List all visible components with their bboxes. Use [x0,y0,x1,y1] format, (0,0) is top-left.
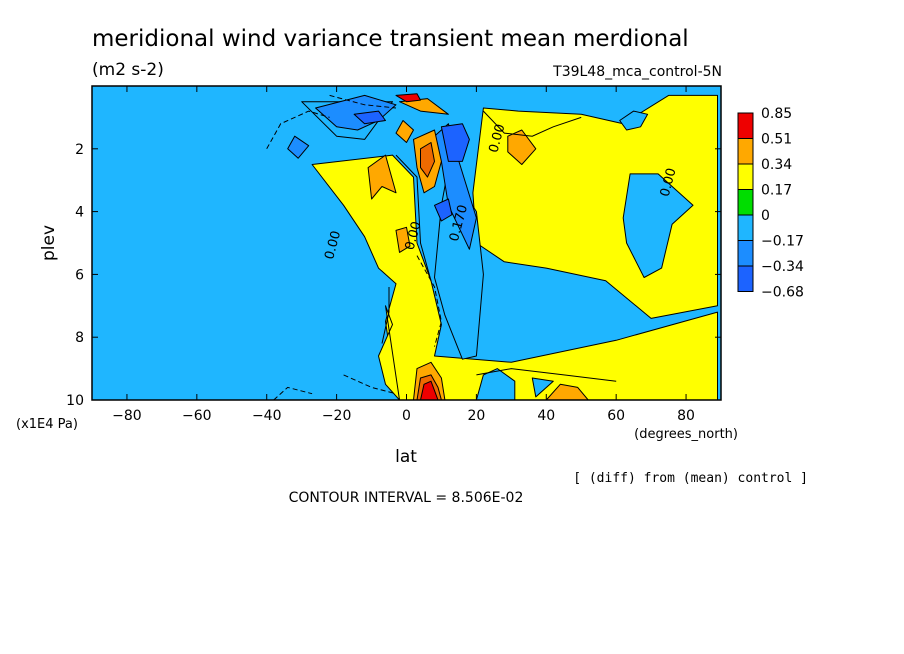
contour-region-neg-017 [475,368,516,400]
negative-contour-line [266,110,330,150]
contour-region-pos-085 [395,93,421,103]
negative-contour-line [329,94,397,109]
contour-region-pos-017 [311,154,718,400]
contour-region-neg-068 [353,110,386,125]
contour-region-pos-034 [507,129,537,165]
positive-contour-line [381,287,390,344]
contour-value-label: 0.00 [322,229,344,261]
contour-interval: CONTOUR INTERVAL = 8.506E-02 [289,490,524,506]
x-axis-units: (degrees_north) [634,427,738,442]
negative-contour-line [416,255,442,347]
negative-contour-line [273,386,313,400]
x-tick-label: 80 [677,408,695,424]
y-tick-label: 4 [75,205,84,221]
negative-contour-line [343,374,397,395]
run-label: T39L48_mca_control-5N [552,64,722,80]
contour-region-pos-085 [420,380,439,400]
legend-level-label: −0.68 [761,285,804,301]
legend-level-label: 0.34 [761,157,792,173]
y-tick-label: 6 [75,267,84,283]
y-tick-label: 8 [75,330,84,346]
contour-region-pos-051 [420,142,435,178]
contour-region-neg-068 [434,198,453,222]
x-tick-label: 60 [607,408,625,424]
legend-level-label: −0.34 [761,259,804,275]
x-tick-label: −80 [112,408,142,424]
legend-level-label: 0.51 [761,132,792,148]
contour-region-pos-034 [395,226,411,253]
contour-region-neg-068 [440,123,470,162]
contour-value-label: 0.00 [403,220,425,252]
x-tick-label: −60 [182,408,212,424]
contour-value-label: 0.00 [486,123,508,155]
x-tick-label: 0 [402,408,411,424]
x-axis-label: lat [395,447,417,467]
legend-level-label: −0.17 [761,234,804,250]
y-tick-label: 10 [66,393,84,409]
legend-swatch [737,265,754,292]
legend-level-label: 0.85 [761,106,792,122]
legend-swatch [737,214,754,241]
x-tick-label: 20 [467,408,485,424]
contour-region-pos-017 [378,305,400,400]
x-tick-label: −40 [252,408,282,424]
contour-region-neg-017 [622,173,694,278]
contour-region-pos-034 [395,120,414,143]
contour-region-neg-017 [531,377,554,398]
x-tick-label: −20 [322,408,352,424]
legend-level-label: 0 [761,208,770,224]
contour-region-pos-034 [367,154,397,200]
legend-swatch [737,138,754,165]
positive-contour-line [483,110,582,137]
legend-swatch [737,189,754,216]
color-legend: 0.85 0.51 0.34 0.17 0 −0.17 −0.34 −0.68 [737,106,804,301]
chart-title: meridional wind variance transient mean … [92,26,689,52]
contour-region-neg-017 [619,110,649,131]
contour-value-label: 0.00 [658,167,680,199]
positive-contour-line [395,154,432,281]
legend-swatch [737,112,754,139]
legend-swatch [737,240,754,267]
y-tick-label: 2 [75,142,84,158]
positive-contour-line [476,368,617,382]
legend-level-label: 0.17 [761,183,792,199]
y-axis-label: plev [39,225,59,261]
contour-region-pos-034 [545,383,589,400]
y-axis-units: (x1E4 Pa) [16,417,78,432]
units-label: (m2 s-2) [92,60,164,80]
x-tick-label: 40 [537,408,555,424]
contour-region-neg-034 [287,135,310,159]
legend-swatch [737,163,754,190]
diff-note: [ (diff) from (mean) control ] [573,471,808,486]
